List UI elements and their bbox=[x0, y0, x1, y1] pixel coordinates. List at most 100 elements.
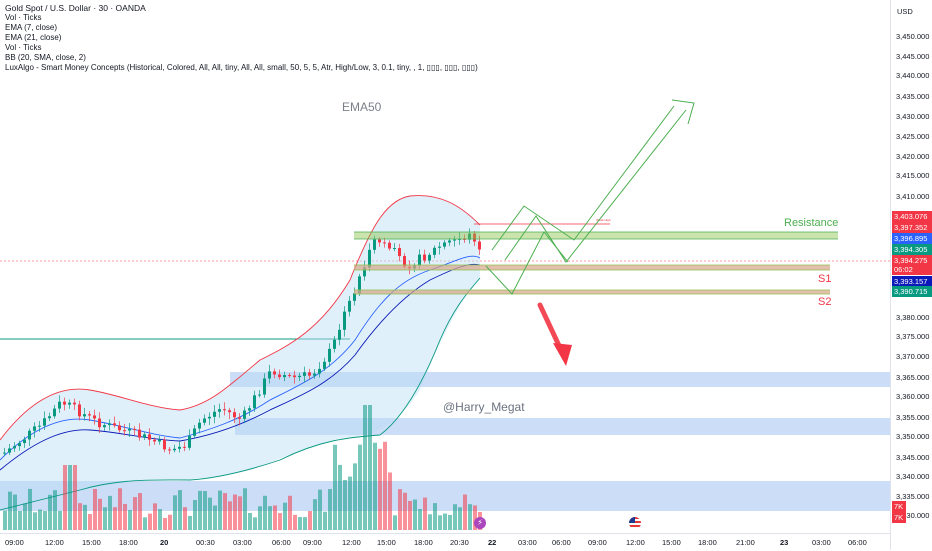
volume-bar bbox=[398, 489, 402, 530]
time-axis[interactable]: 09:00 12:00 15:00 18:00 20 00:30 03:00 06:00 09:… bbox=[0, 533, 890, 551]
candle-body bbox=[18, 443, 21, 447]
author-watermark: @Harry_Megat bbox=[443, 400, 525, 414]
candle-body bbox=[158, 439, 161, 442]
time-tick: 15:00 bbox=[377, 538, 396, 547]
candle-body bbox=[333, 339, 336, 349]
volume-bar bbox=[408, 500, 412, 530]
price-tick: 3,440.000 bbox=[896, 71, 930, 80]
volume-bar bbox=[263, 495, 267, 530]
volume-bar bbox=[438, 515, 442, 530]
us-flag-icon[interactable] bbox=[629, 517, 641, 529]
demand-zone-middle bbox=[235, 418, 890, 435]
candle-body bbox=[163, 439, 166, 450]
ema21-line bbox=[0, 263, 481, 471]
symbol-title[interactable]: Gold Spot / U.S. Dollar · 30 · OANDA bbox=[5, 3, 146, 13]
price-badge: 3,403.076 bbox=[892, 211, 932, 222]
legend-line-smc[interactable]: LuxAlgo - Smart Money Concepts (Historic… bbox=[5, 63, 478, 72]
candle-body bbox=[468, 233, 471, 240]
candle-body bbox=[48, 416, 51, 419]
price-badge: 06:02 bbox=[892, 264, 932, 275]
volume-bar bbox=[348, 476, 352, 530]
volume-bar bbox=[143, 517, 147, 530]
weak-high-label: Weak High bbox=[596, 218, 611, 222]
price-tick: 3,365.000 bbox=[896, 373, 930, 382]
volume-bar bbox=[218, 490, 222, 530]
volume-bar bbox=[423, 497, 427, 530]
volume-bar bbox=[393, 515, 397, 530]
time-tick: 22 bbox=[488, 538, 497, 547]
time-tick: 03:00 bbox=[518, 538, 537, 547]
price-tick: 3,350.000 bbox=[896, 432, 930, 441]
candle-body bbox=[203, 418, 206, 423]
price-tick: 3,420.000 bbox=[896, 152, 930, 161]
candle-body bbox=[403, 256, 406, 267]
volume-bar bbox=[33, 512, 37, 530]
candle-body bbox=[298, 375, 301, 378]
candle-body bbox=[373, 239, 376, 250]
volume-bar bbox=[253, 517, 257, 530]
time-tick: 00:30 bbox=[196, 538, 215, 547]
pullback-projection bbox=[485, 231, 569, 295]
s2-label: S2 bbox=[818, 296, 832, 308]
candle-body bbox=[148, 434, 151, 440]
resistance-zone bbox=[354, 232, 838, 239]
volume-bar bbox=[283, 502, 287, 530]
volume-bar bbox=[123, 503, 127, 530]
candle-body bbox=[103, 425, 106, 428]
legend-line-vol[interactable]: Vol · Ticks bbox=[5, 13, 42, 22]
legend-line-ema21[interactable]: EMA (21, close) bbox=[5, 33, 62, 42]
volume-bar bbox=[118, 488, 122, 530]
candle-body bbox=[28, 430, 31, 440]
volume-bar bbox=[338, 464, 342, 530]
volume-bar bbox=[328, 489, 332, 530]
volume-bar bbox=[28, 488, 32, 530]
time-tick: 15:00 bbox=[82, 538, 101, 547]
legend-line-ema7[interactable]: EMA (7, close) bbox=[5, 23, 58, 32]
candle-body bbox=[388, 242, 391, 249]
s2-zone bbox=[354, 290, 830, 294]
volume-bar bbox=[3, 510, 7, 530]
volume-bar bbox=[448, 514, 452, 530]
volume-bar bbox=[48, 494, 52, 530]
candle-body bbox=[58, 401, 61, 409]
candle-body bbox=[398, 248, 401, 257]
candle-body bbox=[53, 408, 56, 417]
candle-body bbox=[68, 402, 71, 405]
time-tick: 09:00 bbox=[303, 538, 322, 547]
volume-bar bbox=[58, 510, 62, 530]
volume-bar bbox=[468, 504, 472, 530]
volume-bar bbox=[13, 494, 17, 530]
volume-bar bbox=[188, 515, 192, 530]
candle-body bbox=[263, 378, 266, 395]
bearish-arrow[interactable] bbox=[537, 302, 572, 366]
lightning-icon[interactable]: ⚡ bbox=[474, 517, 486, 529]
volume-bar bbox=[433, 503, 437, 530]
legend-line-bb[interactable]: BB (20, SMA, close, 2) bbox=[5, 53, 86, 62]
candle-body bbox=[198, 422, 201, 429]
volume-bar bbox=[163, 517, 167, 530]
volume-bar bbox=[133, 497, 137, 530]
volume-bar bbox=[153, 503, 157, 530]
ema7-line bbox=[0, 255, 481, 461]
price-tick: 3,445.000 bbox=[896, 52, 930, 61]
bullish-projection-arrow[interactable] bbox=[491, 99, 695, 263]
time-tick: 18:00 bbox=[414, 538, 433, 547]
time-tick: 20 bbox=[160, 538, 169, 547]
volume-bar bbox=[223, 493, 227, 530]
bollinger-band-fill bbox=[0, 195, 480, 511]
currency-label[interactable]: USD bbox=[897, 7, 913, 16]
volume-bar bbox=[428, 514, 432, 530]
legend-line-vol2[interactable]: Vol · Ticks bbox=[5, 43, 42, 52]
time-tick: 03:00 bbox=[233, 538, 252, 547]
volume-bar bbox=[53, 490, 57, 530]
volume-bar bbox=[273, 505, 277, 530]
volume-bar bbox=[38, 509, 42, 530]
volume-bar bbox=[208, 497, 212, 530]
chart-pane[interactable]: Weak High Gold Spot / U.S. Dollar · 30 ·… bbox=[0, 0, 890, 533]
price-axis[interactable]: USD 3,450.000 3,445.000 3,440.000 3,435.000… bbox=[890, 0, 932, 550]
price-chart[interactable]: Weak High bbox=[0, 0, 890, 533]
volume-bar bbox=[378, 448, 382, 530]
price-badge: 3,393.157 bbox=[892, 276, 932, 287]
candle-body bbox=[288, 375, 291, 377]
candle-body bbox=[478, 241, 481, 250]
